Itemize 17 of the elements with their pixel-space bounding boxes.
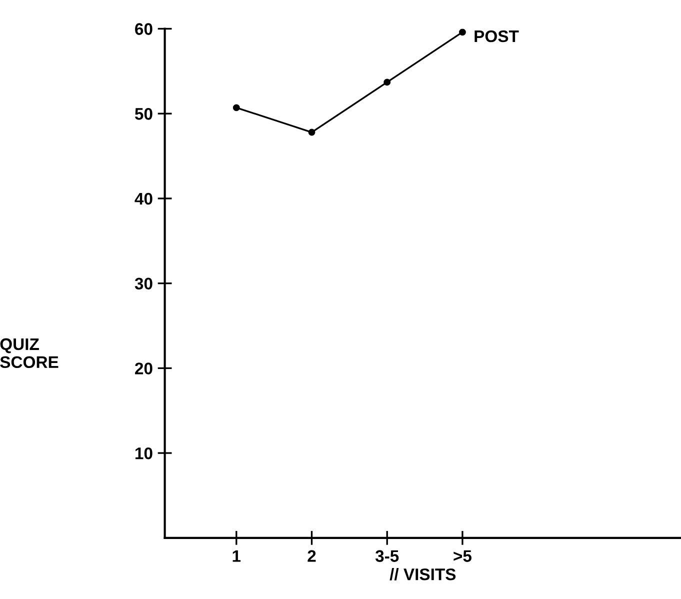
- x-tick-label: >5: [454, 550, 472, 562]
- y-tick-label: 20: [135, 362, 152, 374]
- x-tick-label: 1: [232, 550, 241, 562]
- point: [232, 104, 240, 112]
- y-axis-title: QUIZ SCORE: [0, 338, 58, 368]
- series-label: POST: [474, 30, 519, 42]
- point: [308, 128, 316, 136]
- y-tick-label: 40: [134, 192, 152, 205]
- y-tick-label: 60: [135, 23, 152, 35]
- y-tick-label: 10: [136, 447, 152, 460]
- y-tick-label: 50: [134, 108, 152, 120]
- x-tick-label: 2: [308, 550, 316, 562]
- y-tick-label: 30: [134, 278, 152, 290]
- x-axis-title: // VISITS: [390, 568, 456, 580]
- x-tick-label: 3-5: [375, 550, 399, 562]
- point: [384, 78, 391, 86]
- point: [458, 28, 466, 36]
